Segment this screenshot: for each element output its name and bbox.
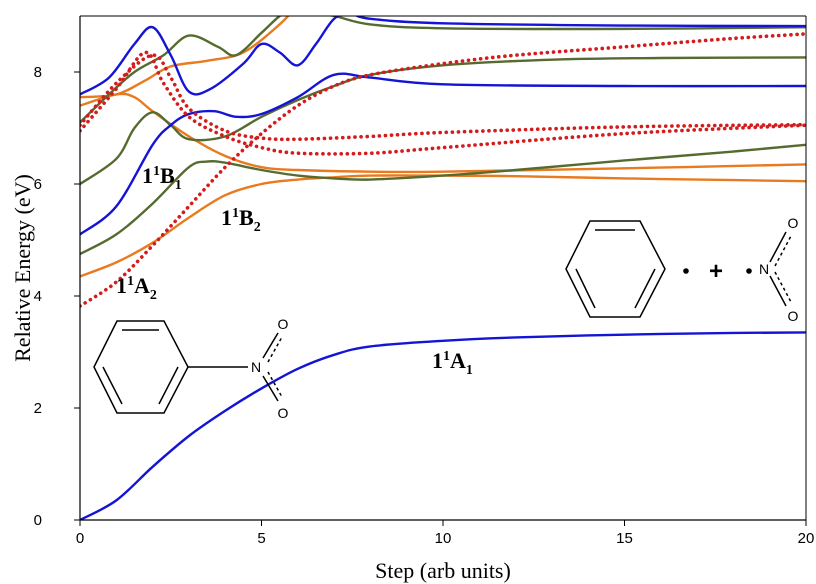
oxygen-atom-top: O xyxy=(278,316,289,332)
ring-double-bond xyxy=(575,268,596,309)
y-axis-title: Relative Energy (eV) xyxy=(10,174,35,362)
n-o-bond-dashed xyxy=(267,371,283,398)
series-line-5 xyxy=(80,143,806,256)
state-label-1a2-sub: 2 xyxy=(150,288,157,303)
n-o-bond xyxy=(769,275,787,307)
series-line-7 xyxy=(80,16,282,124)
ring-double-bond xyxy=(158,366,179,405)
series-line-4 xyxy=(80,16,290,99)
no2-radical-dot xyxy=(746,268,752,274)
n-o-bond xyxy=(769,231,787,263)
energy-curves xyxy=(80,16,806,520)
n-o-bond xyxy=(262,332,279,359)
state-label-1b1-sym: B xyxy=(160,163,175,188)
n-o-bond-dashed xyxy=(267,336,283,363)
state-label-1b2-sym: B xyxy=(239,205,254,230)
x-tick-label: 5 xyxy=(257,530,265,547)
axis-ticks: 0 5 10 15 20 0 2 4 6 8 xyxy=(34,64,815,547)
series-line-2 xyxy=(80,174,806,278)
series-line-9 xyxy=(80,72,806,236)
y-tick-label: 2 xyxy=(34,400,42,417)
nitrogen-atom: N xyxy=(251,359,261,375)
series-line-13 xyxy=(80,53,806,142)
y-tick-label: 8 xyxy=(34,64,42,81)
oxygen-atom-bottom: O xyxy=(278,405,289,421)
series-line-1 xyxy=(80,331,806,520)
n-o-bond-dashed xyxy=(774,271,792,303)
state-label-1b1-sub: 1 xyxy=(175,178,182,193)
series-line-6 xyxy=(80,56,806,185)
axes xyxy=(79,15,807,521)
state-label-1a1: 11A1 xyxy=(432,348,473,378)
ring-double-bond xyxy=(634,268,656,309)
state-label-1b2-sup: 1 xyxy=(232,206,239,221)
state-label-1b2-sub: 2 xyxy=(254,220,261,235)
state-label-1a2: 11A2 xyxy=(116,273,157,303)
series-line-10 xyxy=(80,16,341,96)
no2-oxygen-top: O xyxy=(788,215,799,231)
series-line-11 xyxy=(354,16,806,28)
plus-sign: + xyxy=(709,258,723,285)
series-line-12 xyxy=(80,32,806,308)
n-o-bond xyxy=(262,375,279,402)
no2-nitrogen-atom: N xyxy=(759,261,769,277)
x-tick-label: 20 xyxy=(798,530,815,547)
series-line-14 xyxy=(80,50,806,156)
state-label-1a1-sup: 1 xyxy=(443,349,450,364)
benzene-ring xyxy=(93,320,189,414)
state-label-1a2-sup: 1 xyxy=(127,274,134,289)
state-label-1a2-main: 1 xyxy=(116,273,127,298)
n-o-bond-dashed xyxy=(774,235,792,267)
nitrobenzene-structure xyxy=(93,320,283,414)
phenyl-ring xyxy=(565,220,666,318)
x-tick-label: 15 xyxy=(616,530,633,547)
ring-double-bond xyxy=(102,366,123,405)
state-label-1b1: 11B1 xyxy=(142,163,182,193)
phenyl-radical-dot xyxy=(683,268,689,274)
state-label-1a1-main: 1 xyxy=(432,348,443,373)
state-label-1a1-sub: 1 xyxy=(466,363,473,378)
x-tick-label: 0 xyxy=(76,530,84,547)
series-line-3 xyxy=(80,92,806,174)
y-tick-label: 6 xyxy=(34,176,42,193)
y-tick-label: 4 xyxy=(34,288,42,305)
state-label-1b1-main: 1 xyxy=(142,163,153,188)
dissociation-products xyxy=(565,220,792,318)
no2-oxygen-bottom: O xyxy=(788,308,799,324)
state-label-1a1-sym: A xyxy=(450,348,466,373)
state-label-1b2: 11B2 xyxy=(221,205,261,235)
state-label-1b2-main: 1 xyxy=(221,205,232,230)
state-label-1a2-sym: A xyxy=(134,273,150,298)
state-label-1b1-sup: 1 xyxy=(153,164,160,179)
x-tick-label: 10 xyxy=(435,530,452,547)
y-tick-label: 0 xyxy=(34,512,42,529)
x-axis-title: Step (arb units) xyxy=(375,558,511,583)
